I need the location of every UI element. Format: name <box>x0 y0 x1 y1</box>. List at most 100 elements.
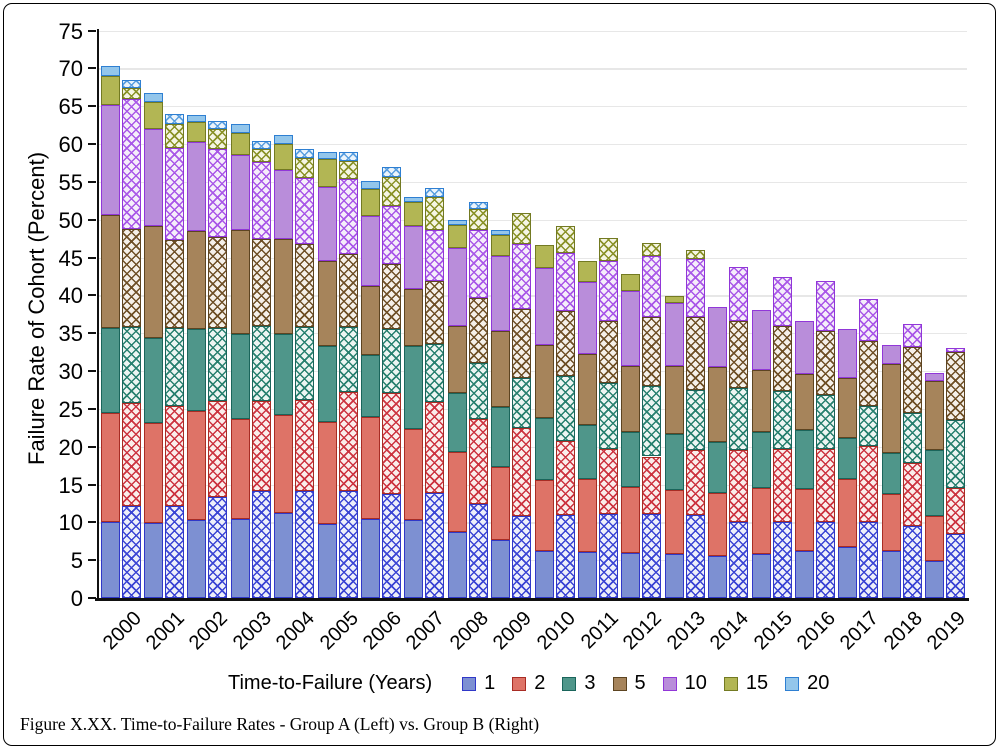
bar-segment <box>902 526 922 598</box>
bar-segment <box>534 417 554 480</box>
y-tick <box>88 597 96 599</box>
y-tick <box>88 180 96 183</box>
bar-segment <box>838 328 858 378</box>
bar-segment <box>360 215 380 287</box>
bar-segment <box>425 196 445 231</box>
bar-segment <box>274 513 294 598</box>
y-tick <box>88 559 96 562</box>
bar-segment <box>621 486 641 554</box>
bar-segment <box>143 225 163 338</box>
bar-segment <box>251 162 271 240</box>
bar-segment <box>187 122 207 142</box>
y-tick-label: 75 <box>58 18 83 44</box>
bar-segment <box>859 299 879 341</box>
legend-item-label: 2 <box>534 672 546 694</box>
bar-segment <box>708 492 728 557</box>
bar-segment <box>143 92 163 102</box>
x-year-label: 2019 <box>922 607 970 655</box>
bar-segment <box>230 124 250 133</box>
bar-segment <box>295 327 315 400</box>
bar-segment <box>468 209 488 231</box>
bar-segment <box>708 556 728 598</box>
bar-segment <box>946 347 966 353</box>
bar-segment <box>338 178 358 254</box>
bar-segment <box>577 260 597 283</box>
bar-segment <box>555 311 575 376</box>
bar-segment <box>491 255 511 331</box>
y-tick <box>88 332 96 335</box>
bar-segment <box>121 88 141 99</box>
x-year-label: 2005 <box>315 607 363 655</box>
y-tick <box>88 294 96 297</box>
bar-segment <box>598 448 618 514</box>
x-year-label: 2009 <box>488 607 536 655</box>
bar-segment <box>751 432 771 488</box>
legend-item-label: 5 <box>634 672 646 694</box>
bar-segment <box>491 467 511 541</box>
bar-segment <box>121 505 141 598</box>
bar-segment <box>664 489 684 555</box>
y-tick <box>88 370 96 372</box>
gridline <box>99 219 967 221</box>
bar-segment <box>381 392 401 495</box>
bar-segment <box>925 450 945 516</box>
legend-item: 15 <box>723 672 768 695</box>
bar-segment <box>577 479 597 552</box>
bar-segment <box>751 554 771 598</box>
bar-segment <box>164 405 184 507</box>
bar-segment <box>598 383 618 449</box>
bar-segment <box>685 514 705 598</box>
y-tick <box>88 256 96 259</box>
bar-segment <box>881 345 901 365</box>
gridline <box>99 446 967 448</box>
y-tick <box>88 143 96 145</box>
bar-segment <box>621 290 641 367</box>
y-tick <box>88 29 96 32</box>
y-tick-label: 50 <box>58 207 83 233</box>
bar-segment <box>555 252 575 312</box>
y-tick-label: 10 <box>58 510 83 536</box>
gridline <box>99 257 967 259</box>
bar-segment <box>274 414 294 514</box>
bar-segment <box>404 429 424 521</box>
gridline <box>99 106 967 108</box>
bar-segment <box>317 346 337 423</box>
bar-segment <box>925 372 945 381</box>
bar-segment <box>338 253 358 328</box>
bar-segment <box>338 161 358 179</box>
y-tick-label: 5 <box>70 548 83 574</box>
bar-segment <box>512 308 532 378</box>
bar-segment <box>859 445 879 523</box>
legend-item-label: 3 <box>584 672 596 694</box>
bar-segment <box>815 395 835 449</box>
legend-item: 10 <box>662 672 707 695</box>
bar-segment <box>121 228 141 328</box>
bar-segment <box>425 492 445 598</box>
bar-segment <box>902 463 922 527</box>
bar-segment <box>164 114 184 125</box>
bar-segment <box>251 239 271 326</box>
bar-segment <box>751 370 771 433</box>
bar-segment <box>404 225 424 289</box>
bar-segment <box>772 277 792 326</box>
bar-segment <box>838 437 858 480</box>
gridline <box>99 408 967 411</box>
bar-segment <box>100 327 120 413</box>
bar-segment <box>925 380 945 451</box>
x-year-label: 2002 <box>185 607 233 655</box>
bar-segment <box>534 551 554 598</box>
bar-segment <box>708 306 728 368</box>
bar-segment <box>164 124 184 148</box>
bar-segment <box>815 280 835 331</box>
bar-segment <box>404 196 424 203</box>
bar-segment <box>555 440 575 515</box>
bar-segment <box>295 490 315 598</box>
bar-segment <box>534 479 554 552</box>
bar-segment <box>143 523 163 598</box>
bar-segment <box>425 402 445 493</box>
bar-segment <box>512 427 532 516</box>
bar-segment <box>230 518 250 598</box>
bar-segment <box>534 268 554 346</box>
